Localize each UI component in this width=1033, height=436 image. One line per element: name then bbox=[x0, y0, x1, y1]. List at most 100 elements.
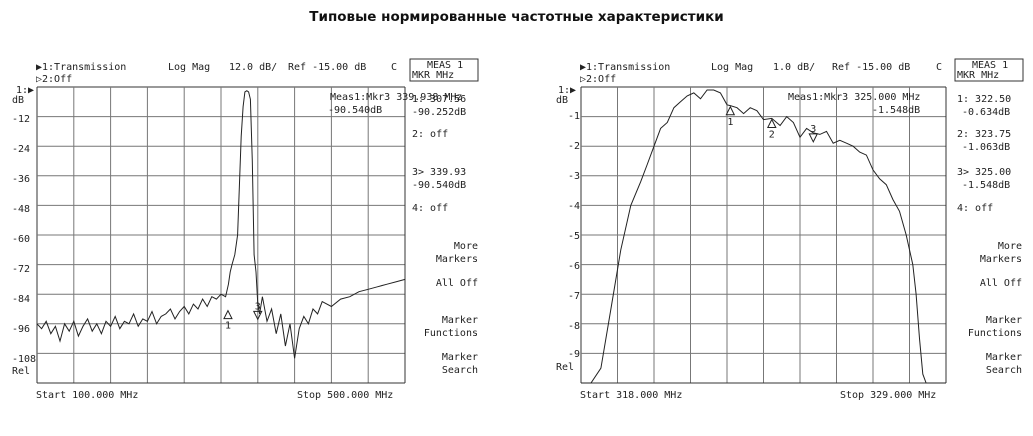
left-channel2-label: ▷2:Off bbox=[36, 74, 72, 85]
right-marker-functions-key[interactable]: Marker bbox=[986, 315, 1022, 326]
left-marker3-value: -90.540dB bbox=[412, 180, 466, 191]
marker-label: 2 bbox=[769, 129, 775, 140]
right-stop-label: Stop 329.000 MHz bbox=[840, 390, 936, 401]
right-unit-label: dB bbox=[556, 95, 568, 106]
marker-label: 3 bbox=[255, 301, 261, 312]
right-ytick: -3 bbox=[568, 171, 580, 182]
right-meas-subtitle: MKR MHz bbox=[957, 70, 999, 81]
left-marker4-state: 4: off bbox=[412, 203, 448, 214]
left-ref-marker: 1:▶ bbox=[16, 85, 34, 96]
left-scale-label: 12.0 dB/ bbox=[229, 62, 277, 73]
right-markers: 1 2 3 bbox=[725, 105, 819, 143]
left-unit-label: dB bbox=[12, 95, 24, 106]
left-ref-label: Ref -15.00 dB bbox=[288, 62, 366, 73]
right-marker1-value: -0.634dB bbox=[962, 107, 1010, 118]
left-more-markers-key[interactable]: More bbox=[454, 241, 478, 252]
page-title: Типовые нормированные частотные характер… bbox=[309, 9, 724, 25]
right-ytick: -2 bbox=[568, 141, 580, 152]
marker-label: 1 bbox=[225, 321, 231, 332]
right-marker2-freq: 2: 323.75 bbox=[957, 129, 1011, 140]
right-meas-title-box[interactable] bbox=[954, 58, 1024, 82]
left-format-label: Log Mag bbox=[168, 62, 210, 73]
left-ytick: -96 bbox=[12, 324, 30, 335]
right-rel-label: Rel bbox=[556, 362, 574, 373]
left-readout-line1: Meas1:Mkr3 339.938 MHz bbox=[330, 92, 462, 103]
left-ytick-labels: -12 -24 -36 -48 -60 -72 -84 -96 -108 bbox=[12, 114, 36, 365]
right-marker2-value: -1.063dB bbox=[962, 142, 1010, 153]
left-softkey-panel: MEAS 1 MKR MHz 1: 307.56 -90.252dB 2: of… bbox=[409, 58, 479, 376]
right-more-markers-key[interactable]: More bbox=[998, 241, 1022, 252]
right-marker3-freq: 3> 325.00 bbox=[957, 167, 1011, 178]
left-marker1-value: -90.252dB bbox=[412, 107, 466, 118]
right-ytick: -5 bbox=[568, 231, 580, 242]
left-trace-line bbox=[36, 90, 406, 359]
right-format-label: Log Mag bbox=[711, 62, 753, 73]
right-marker3-value: -1.548dB bbox=[962, 180, 1010, 191]
right-marker-functions-key-line2[interactable]: Functions bbox=[968, 328, 1022, 339]
right-ytick: -8 bbox=[568, 321, 580, 332]
marker-label: 1 bbox=[727, 117, 733, 128]
right-ytick-labels: -1 -2 -3 -4 -5 -6 -7 -8 -9 bbox=[568, 111, 580, 360]
right-plot-grid bbox=[580, 86, 947, 384]
right-marker1-freq: 1: 322.50 bbox=[957, 94, 1011, 105]
left-channel-label: ▶1:Transmission bbox=[36, 62, 126, 73]
right-channel-label: ▶1:Transmission bbox=[580, 62, 670, 73]
left-marker1-freq: 1: 307.56 bbox=[412, 94, 466, 105]
left-meas-title: MEAS 1 bbox=[427, 60, 463, 71]
right-meas-title: MEAS 1 bbox=[972, 60, 1008, 71]
right-channel2-label: ▷2:Off bbox=[580, 74, 616, 85]
left-flag-label: C bbox=[391, 62, 397, 73]
left-marker-functions-key-line2[interactable]: Functions bbox=[424, 328, 478, 339]
marker-triangle bbox=[766, 118, 777, 128]
left-marker-search-key-line2[interactable]: Search bbox=[442, 365, 478, 376]
marker-triangle bbox=[223, 309, 233, 320]
right-ref-label: Ref -15.00 dB bbox=[832, 62, 910, 73]
right-softkey-panel: MEAS 1 MKR MHz 1: 322.50 -0.634dB 2: 323… bbox=[954, 58, 1024, 376]
marker-triangle bbox=[808, 133, 819, 143]
left-ytick: -36 bbox=[12, 174, 30, 185]
right-scale-label: 1.0 dB/ bbox=[773, 62, 815, 73]
left-ytick: -12 bbox=[12, 114, 30, 125]
left-start-label: Start 100.000 MHz bbox=[36, 390, 138, 401]
marker-label: 3 bbox=[810, 124, 816, 135]
right-ytick: -6 bbox=[568, 261, 580, 272]
left-marker-functions-key[interactable]: Marker bbox=[442, 315, 478, 326]
left-ytick: -60 bbox=[12, 234, 30, 245]
left-readout-line2: -90.540dB bbox=[328, 105, 382, 116]
right-marker4-state: 4: off bbox=[957, 203, 993, 214]
right-ytick: -7 bbox=[568, 291, 580, 302]
left-stop-label: Stop 500.000 MHz bbox=[297, 390, 393, 401]
marker-triangle bbox=[725, 105, 736, 116]
right-ref-marker: 1:▶ bbox=[558, 85, 576, 96]
left-ytick: -84 bbox=[12, 294, 30, 305]
left-plot-grid bbox=[36, 86, 406, 384]
left-meas-subtitle: MKR MHz bbox=[412, 70, 454, 81]
right-marker-search-key-line2[interactable]: Search bbox=[986, 365, 1022, 376]
right-ytick: -1 bbox=[568, 111, 580, 122]
right-flag-label: C bbox=[936, 62, 942, 73]
left-rel-label: Rel bbox=[12, 366, 30, 377]
right-ytick: -4 bbox=[568, 201, 580, 212]
left-more-markers-key-line2[interactable]: Markers bbox=[436, 254, 478, 265]
right-marker-search-key[interactable]: Marker bbox=[986, 352, 1022, 363]
right-readout-line2: -1.548dB bbox=[872, 105, 920, 116]
left-all-off-key[interactable]: All Off bbox=[436, 278, 478, 289]
left-meas-title-box[interactable] bbox=[409, 58, 479, 82]
left-analyzer-panel: ▶1:Transmission Log Mag 12.0 dB/ Ref -15… bbox=[12, 58, 479, 401]
right-start-label: Start 318.000 MHz bbox=[580, 390, 682, 401]
left-ytick: -48 bbox=[12, 204, 30, 215]
right-more-markers-key-line2[interactable]: Markers bbox=[980, 254, 1022, 265]
left-markers: 13 bbox=[223, 301, 263, 332]
right-readout-line1: Meas1:Mkr3 325.000 MHz bbox=[788, 92, 920, 103]
right-ytick: -9 bbox=[568, 349, 580, 360]
left-ytick: -24 bbox=[12, 144, 30, 155]
marker-triangle bbox=[252, 310, 263, 321]
left-marker2-state: 2: off bbox=[412, 129, 448, 140]
left-marker3-freq: 3> 339.93 bbox=[412, 167, 466, 178]
left-marker-search-key[interactable]: Marker bbox=[442, 352, 478, 363]
left-ytick: -108 bbox=[12, 354, 36, 365]
right-analyzer-panel: ▶1:Transmission Log Mag 1.0 dB/ Ref -15.… bbox=[556, 58, 1024, 401]
right-all-off-key[interactable]: All Off bbox=[980, 278, 1022, 289]
right-trace-line bbox=[581, 89, 946, 384]
